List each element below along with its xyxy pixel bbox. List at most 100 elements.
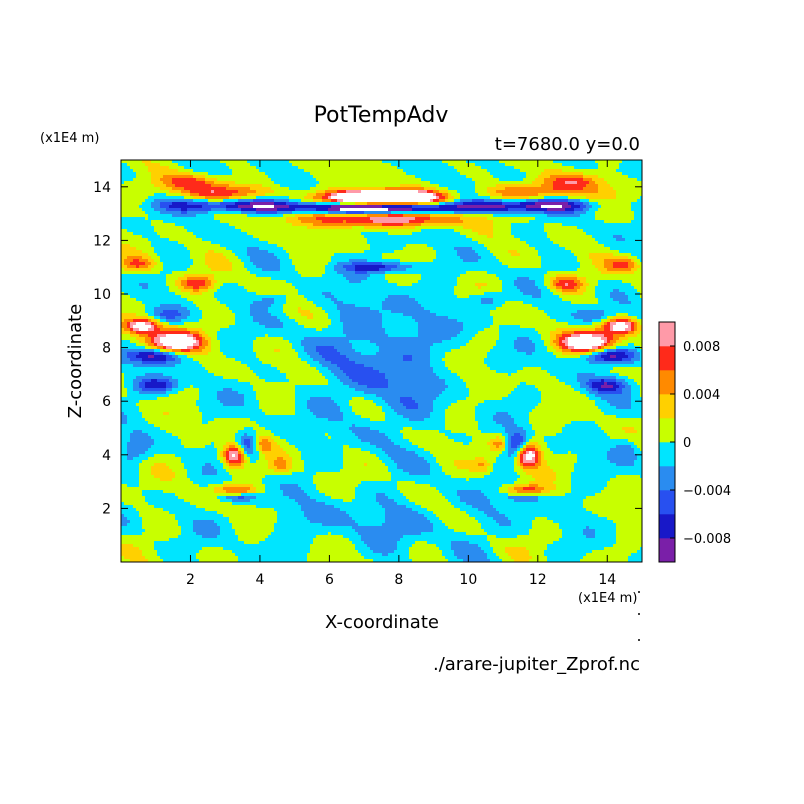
field-cell (628, 229, 632, 233)
field-cell (361, 238, 365, 242)
field-cell (196, 196, 200, 200)
field-cell (319, 232, 323, 236)
field-cell (247, 238, 251, 242)
field-cell (538, 181, 542, 185)
field-cell (157, 178, 161, 182)
field-cell (235, 226, 239, 230)
field-cell (214, 208, 218, 212)
field-cell (193, 181, 197, 185)
field-cell (367, 232, 371, 236)
field-cell (211, 235, 215, 239)
field-cell (541, 193, 545, 197)
field-cell (142, 232, 146, 236)
field-cell (508, 166, 512, 170)
field-cell (598, 238, 602, 242)
field-cell (139, 190, 143, 194)
field-cell (415, 211, 419, 215)
field-cell (223, 229, 227, 233)
field-cell (232, 238, 236, 242)
field-cell (334, 193, 338, 197)
field-cell (433, 208, 437, 212)
field-cell (181, 190, 185, 194)
field-cell (472, 169, 476, 173)
field-cell (253, 241, 257, 245)
field-cell (457, 199, 461, 203)
field-cell (220, 238, 224, 242)
field-cell (532, 196, 536, 200)
field-cell (127, 160, 131, 164)
field-cell (265, 226, 269, 230)
field-cell (373, 208, 377, 212)
field-cell (319, 172, 323, 176)
field-cell (367, 199, 371, 203)
field-cell (337, 223, 341, 227)
field-cell (322, 193, 326, 197)
field-cell (229, 196, 233, 200)
field-cell (433, 238, 437, 242)
field-cell (577, 223, 581, 227)
field-cell (442, 187, 446, 191)
field-cell (529, 220, 533, 224)
field-cell (370, 199, 374, 203)
field-cell (592, 205, 596, 209)
field-cell (316, 235, 320, 239)
field-cell (298, 187, 302, 191)
field-cell (613, 178, 617, 182)
field-cell (634, 220, 638, 224)
field-cell (580, 172, 584, 176)
field-cell (532, 217, 536, 221)
field-cell (289, 175, 293, 179)
field-cell (199, 163, 203, 167)
field-cell (454, 208, 458, 212)
field-cell (382, 190, 386, 194)
field-cell (514, 226, 518, 230)
field-cell (205, 214, 209, 218)
field-cell (595, 163, 599, 167)
field-cell (232, 187, 236, 191)
field-cell (262, 202, 266, 206)
field-cell (415, 169, 419, 173)
field-cell (454, 205, 458, 209)
field-cell (277, 208, 281, 212)
field-cell (469, 193, 473, 197)
field-cell (277, 238, 281, 242)
field-cell (223, 181, 227, 185)
field-cell (262, 163, 266, 167)
field-cell (604, 211, 608, 215)
field-cell (184, 220, 188, 224)
field-cell (145, 160, 149, 164)
field-cell (181, 172, 185, 176)
field-cell (316, 241, 320, 245)
field-cell (475, 163, 479, 167)
field-cell (511, 241, 515, 245)
field-cell (349, 196, 353, 200)
field-cell (400, 178, 404, 182)
field-cell (313, 205, 317, 209)
field-cell (637, 202, 641, 206)
field-cell (511, 211, 515, 215)
field-cell (613, 217, 617, 221)
field-cell (274, 205, 278, 209)
field-cell (331, 244, 335, 248)
field-cell (169, 172, 173, 176)
field-cell (379, 241, 383, 245)
field-cell (415, 220, 419, 224)
field-cell (496, 166, 500, 170)
field-cell (304, 166, 308, 170)
field-cell (577, 193, 581, 197)
field-cell (271, 202, 275, 206)
field-cell (430, 229, 434, 233)
field-cell (547, 220, 551, 224)
field-cell (502, 187, 506, 191)
field-cell (220, 241, 224, 245)
field-cell (490, 202, 494, 206)
field-cell (445, 241, 449, 245)
field-cell (250, 163, 254, 167)
field-cell (640, 196, 642, 200)
field-cell (316, 244, 320, 248)
field-cell (160, 214, 164, 218)
field-cell (574, 214, 578, 218)
field-cell (346, 202, 350, 206)
field-cell (448, 205, 452, 209)
field-cell (436, 166, 440, 170)
